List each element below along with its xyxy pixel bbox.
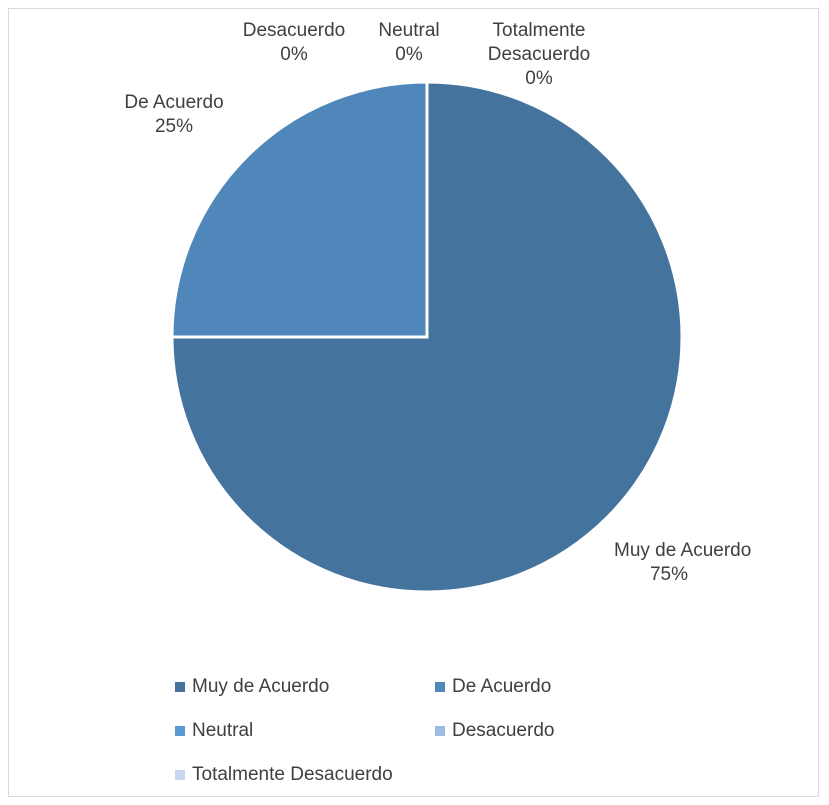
legend-swatch (435, 726, 445, 736)
data-label-muy-de-acuerdo: Muy de Acuerdo 75% (614, 540, 752, 585)
legend-label: De Acuerdo (452, 676, 552, 697)
legend-label: Totalmente Desacuerdo (192, 764, 393, 785)
legend-item-muy-de-acuerdo: Muy de Acuerdo (175, 676, 329, 698)
legend-item-totalmente-desacuerdo: Totalmente Desacuerdo (175, 764, 393, 786)
data-label-neutral: Neutral 0% (378, 20, 440, 65)
legend-label: Neutral (192, 720, 254, 741)
data-label-totalmente-desacuerdo: Totalmente Desacuerdo 0% (487, 20, 591, 89)
legend-swatch (175, 682, 185, 692)
data-label-de-acuerdo: De Acuerdo 25% (124, 92, 224, 137)
legend-swatch (435, 682, 445, 692)
legend-item-neutral: Neutral (175, 720, 253, 742)
pie-chart (170, 80, 684, 594)
legend-label: Desacuerdo (452, 720, 555, 741)
chart-area: Muy de Acuerdo 75% De Acuerdo 25% Neutral 0… (8, 8, 819, 797)
legend-swatch (175, 770, 185, 780)
legend-item-de-acuerdo: De Acuerdo (435, 676, 551, 698)
legend-swatch (175, 726, 185, 736)
pie-slice-de-acuerdo (170, 80, 429, 339)
legend-label: Muy de Acuerdo (192, 676, 330, 697)
pie-slice-muy-de-acuerdo (170, 80, 684, 594)
legend-item-desacuerdo: Desacuerdo (435, 720, 554, 742)
data-label-desacuerdo: Desacuerdo 0% (242, 20, 346, 65)
